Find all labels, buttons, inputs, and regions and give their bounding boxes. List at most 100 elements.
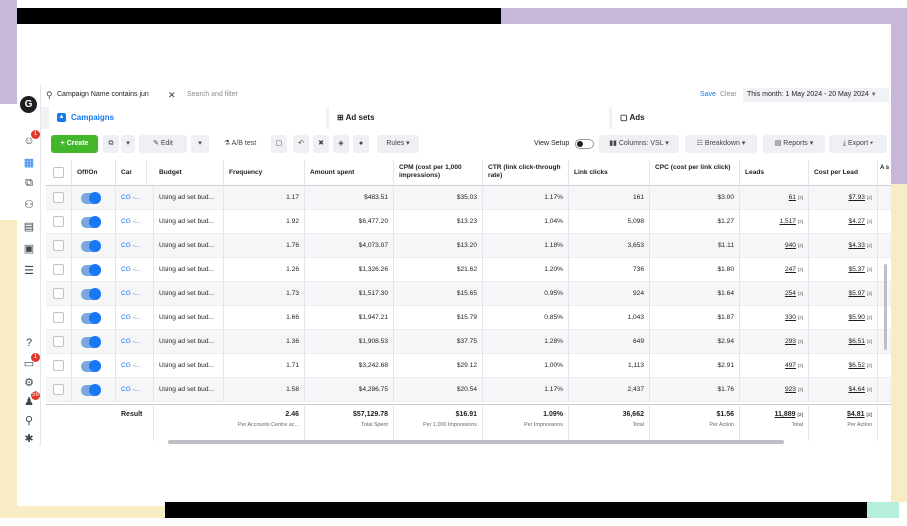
row-checkbox[interactable] xyxy=(53,264,64,275)
table-row[interactable]: CG -... Using ad set bud... 1.71 $3,242.68 $… xyxy=(46,354,891,378)
col-cpc[interactable]: CPC (cost per link click) xyxy=(650,160,740,186)
col-campaign[interactable]: Car xyxy=(116,160,147,186)
cell-cpl[interactable]: $5.37 [2] xyxy=(809,258,878,282)
cell-cpl[interactable]: $7.93 [2] xyxy=(809,186,878,210)
table-row[interactable]: CG -... Using ad set bud... 1.73 $1,517.30 $… xyxy=(46,282,891,306)
cell-cpl-value[interactable]: $4.33 xyxy=(848,242,865,249)
notifications-icon[interactable]: ☺ 1 xyxy=(21,130,40,148)
cell-cpl-value[interactable]: $5.97 xyxy=(848,290,865,297)
preview-icon[interactable]: ◈ xyxy=(333,135,349,153)
settings-icon[interactable]: ⚙ xyxy=(24,377,34,389)
cell-leads-value[interactable]: 497 xyxy=(784,362,796,369)
table-row[interactable]: CG -... Using ad set bud... 1.17 $483.51 $35… xyxy=(46,186,891,210)
total-leads[interactable]: 11,889 xyxy=(774,411,796,418)
columns-button[interactable]: ▮▮ Columns: VSL ▾ xyxy=(599,135,679,153)
catalog-icon[interactable]: ▤ xyxy=(23,221,35,233)
vertical-scrollbar[interactable] xyxy=(884,264,887,350)
undo-icon[interactable]: ↶ xyxy=(293,135,309,153)
cell-leads[interactable]: 293 [2] xyxy=(740,330,809,354)
campaign-on-off-toggle[interactable] xyxy=(81,288,101,300)
campaign-on-off-toggle[interactable] xyxy=(81,312,101,324)
row-checkbox[interactable] xyxy=(53,288,64,299)
campaign-on-off-toggle[interactable] xyxy=(81,240,101,252)
help-icon[interactable]: ? xyxy=(25,337,33,349)
cell-leads[interactable]: 330 [2] xyxy=(740,306,809,330)
row-checkbox[interactable] xyxy=(53,384,64,395)
col-truncated[interactable]: A s xyxy=(880,165,890,171)
logo[interactable]: G xyxy=(20,96,37,113)
cell-name[interactable]: CG -... xyxy=(116,306,154,330)
cell-name[interactable]: CG -... xyxy=(116,354,154,378)
edit-button[interactable]: ✎ Edit xyxy=(139,135,187,153)
cell-leads[interactable]: 923 [2] xyxy=(740,378,809,402)
col-frequency[interactable]: Frequency xyxy=(224,160,305,186)
clear-filter-link[interactable]: Clear xyxy=(720,91,737,98)
cell-name[interactable]: CG -... xyxy=(116,258,154,282)
cell-cpl[interactable]: $5.90 [2] xyxy=(809,306,878,330)
campaign-on-off-toggle[interactable] xyxy=(81,360,101,372)
cell-leads-value[interactable]: 247 xyxy=(784,266,796,273)
campaign-on-off-toggle[interactable] xyxy=(81,384,101,396)
cell-cpl-value[interactable]: $6.52 xyxy=(848,362,865,369)
table-row[interactable]: CG -... Using ad set bud... 1.26 $1,326.26 $… xyxy=(46,258,891,282)
search-icon[interactable]: ⚲ xyxy=(24,415,34,427)
horizontal-scrollbar[interactable] xyxy=(168,440,784,444)
export-button[interactable]: ⤓ Export ▾ xyxy=(829,135,887,153)
row-checkbox[interactable] xyxy=(53,360,64,371)
cell-cpl-value[interactable]: $4.64 xyxy=(848,386,865,393)
cell-leads-value[interactable]: 1,517 xyxy=(779,218,796,225)
billing-icon[interactable]: ▣ xyxy=(23,243,35,255)
chevron-down-icon[interactable]: ▾ xyxy=(121,135,135,153)
cell-leads[interactable]: 247 [2] xyxy=(740,258,809,282)
table-row[interactable]: CG -... Using ad set bud... 1.58 $4,286.75 $… xyxy=(46,378,891,402)
col-cost-per-lead[interactable]: Cost per Lead xyxy=(809,160,878,186)
table-row[interactable]: CG -... Using ad set bud... 1.36 $1,908.53 $… xyxy=(46,330,891,354)
row-checkbox[interactable] xyxy=(53,312,64,323)
filter-chip[interactable]: Campaign Name contains jun xyxy=(57,91,149,98)
col-off-on[interactable]: Off/On xyxy=(72,160,116,186)
table-row[interactable]: CG -... Using ad set bud... 1.92 $6,477.20 $… xyxy=(46,210,891,234)
select-all-checkbox[interactable] xyxy=(53,167,64,178)
menu-icon[interactable]: ☰ xyxy=(24,265,34,277)
cell-name[interactable]: CG -... xyxy=(116,378,154,402)
create-button[interactable]: + Create xyxy=(51,135,98,153)
cell-name[interactable]: CG -... xyxy=(116,210,154,234)
ab-test-button[interactable]: ⚗ A/B test xyxy=(215,135,265,153)
cell-name[interactable]: CG -... xyxy=(116,282,154,306)
total-cpl[interactable]: $4.81 xyxy=(846,411,865,418)
pages-icon[interactable]: ⧉ xyxy=(25,177,33,189)
tab-ads[interactable]: ▢ Ads xyxy=(612,107,891,129)
row-checkbox[interactable] xyxy=(53,240,64,251)
cell-cpl-value[interactable]: $5.37 xyxy=(848,266,865,273)
cell-leads-value[interactable]: 923 xyxy=(784,386,796,393)
cell-cpl-value[interactable]: $6.51 xyxy=(848,338,865,345)
tag-icon[interactable]: ● xyxy=(353,135,369,153)
col-amount-spent[interactable]: Amount spent xyxy=(305,160,394,186)
cell-leads[interactable]: 254 [2] xyxy=(740,282,809,306)
cell-cpl-value[interactable]: $7.93 xyxy=(848,194,865,201)
row-checkbox[interactable] xyxy=(53,336,64,347)
col-ctr[interactable]: CTR (link click-through rate) xyxy=(483,160,569,186)
duplicate-icon[interactable]: ⧉ xyxy=(103,135,119,153)
col-cpm[interactable]: CPM (cost per 1,000 impressions) xyxy=(394,160,483,186)
cell-leads[interactable]: 61 [2] xyxy=(740,186,809,210)
col-budget[interactable]: Budget xyxy=(154,160,224,186)
search-input[interactable]: Search and filter xyxy=(187,91,238,98)
cell-leads-value[interactable]: 254 xyxy=(784,290,796,297)
cell-cpl[interactable]: $6.51 [2] xyxy=(809,330,878,354)
cell-leads-value[interactable]: 61 xyxy=(788,194,796,201)
row-checkbox[interactable] xyxy=(53,192,64,203)
tab-ad-sets[interactable]: ⊞ Ad sets xyxy=(329,107,609,129)
cell-leads[interactable]: 1,517 [2] xyxy=(740,210,809,234)
cell-leads[interactable]: 940 [2] xyxy=(740,234,809,258)
table-row[interactable]: CG -... Using ad set bud... 1.66 $1,947.21 $… xyxy=(46,306,891,330)
campaign-on-off-toggle[interactable] xyxy=(81,336,101,348)
campaign-on-off-toggle[interactable] xyxy=(81,192,101,204)
cell-name[interactable]: CG -... xyxy=(116,234,154,258)
copy-icon[interactable]: ▢ xyxy=(271,135,287,153)
rules-button[interactable]: Rules ▾ xyxy=(377,135,419,153)
date-range-picker[interactable]: This month: 1 May 2024 - 20 May 2024 ▼ xyxy=(743,88,889,102)
delete-icon[interactable]: ✖ xyxy=(313,135,329,153)
alerts-icon[interactable]: ▭ 1 xyxy=(21,353,40,371)
cell-cpl[interactable]: $4.33 [2] xyxy=(809,234,878,258)
